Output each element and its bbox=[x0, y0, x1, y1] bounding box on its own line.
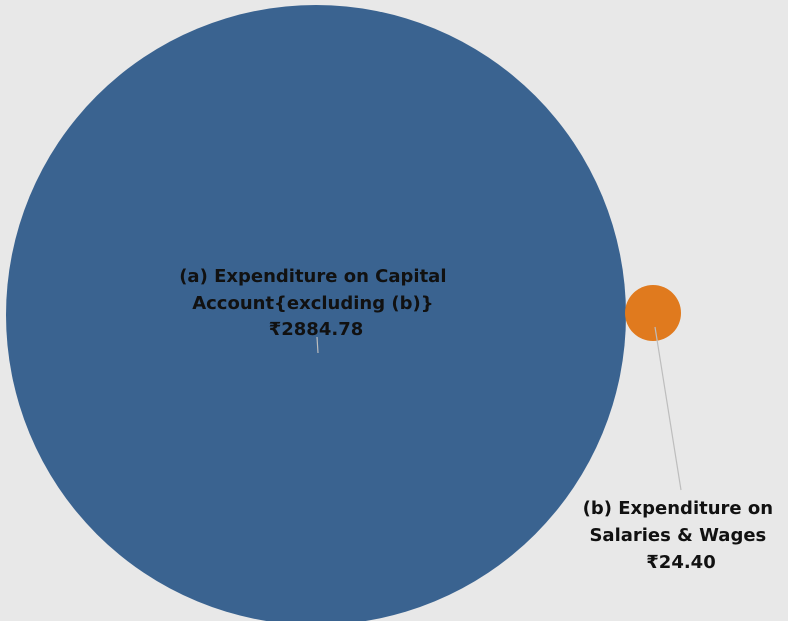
bubble-salaries-wages[interactable] bbox=[625, 285, 681, 341]
label-capital-account-line2: Account{excluding (b)} bbox=[192, 293, 433, 314]
leader-line-salaries-wages bbox=[654, 326, 682, 491]
label-salaries-wages-line2: Salaries & Wages bbox=[589, 525, 766, 546]
leader-line-capital-account bbox=[316, 336, 319, 354]
label-salaries-wages: (b) Expenditure on Salaries & Wages ₹24.… bbox=[583, 498, 780, 573]
label-capital-account-line1: (a) Expenditure on Capital bbox=[179, 266, 446, 287]
label-salaries-wages-line1: (b) Expenditure on bbox=[583, 498, 773, 519]
bubble-capital-account[interactable] bbox=[6, 5, 626, 621]
value-capital-account: ₹2884.78 bbox=[269, 319, 364, 340]
value-salaries-wages: ₹24.40 bbox=[646, 552, 715, 573]
label-capital-account: (a) Expenditure on Capital Account{exclu… bbox=[179, 266, 453, 340]
